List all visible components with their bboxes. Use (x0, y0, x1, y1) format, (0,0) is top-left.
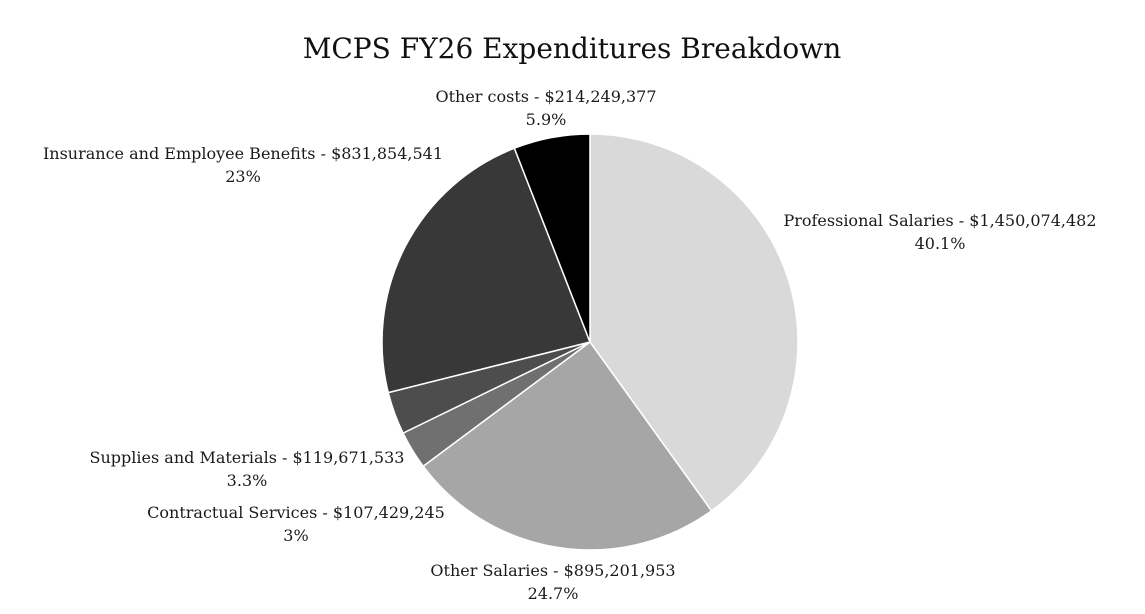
pie-slice-other-salaries (422, 340, 713, 551)
slice-percent-other-salaries: 24.7% (528, 584, 579, 603)
slice-percent-insurance-and-employee-benefits: 23% (225, 167, 261, 186)
slice-label-supplies-and-materials: Supplies and Materials - $119,671,533 (90, 448, 405, 467)
slice-label-insurance-and-employee-benefits: Insurance and Employee Benefits - $831,8… (43, 144, 443, 163)
slice-label-professional-salaries: Professional Salaries - $1,450,074,482 (783, 211, 1096, 230)
pie-labels: Professional Salaries - $1,450,074,482 40… (43, 87, 1097, 603)
slice-percent-contractual-services: 3% (283, 526, 308, 545)
slice-label-other-costs: Other costs - $214,249,377 (435, 87, 656, 106)
slice-label-contractual-services: Contractual Services - $107,429,245 (147, 503, 445, 522)
pie-slice-professional-salaries (589, 133, 799, 512)
pie-slices (381, 133, 799, 551)
pie-slice-other-costs (513, 133, 591, 343)
slice-label-other-salaries: Other Salaries - $895,201,953 (430, 561, 675, 580)
slice-percent-professional-salaries: 40.1% (915, 234, 966, 253)
slice-percent-supplies-and-materials: 3.3% (227, 471, 268, 490)
chart-title: MCPS FY26 Expenditures Breakdown (303, 32, 842, 65)
slice-percent-other-costs: 5.9% (526, 110, 567, 129)
